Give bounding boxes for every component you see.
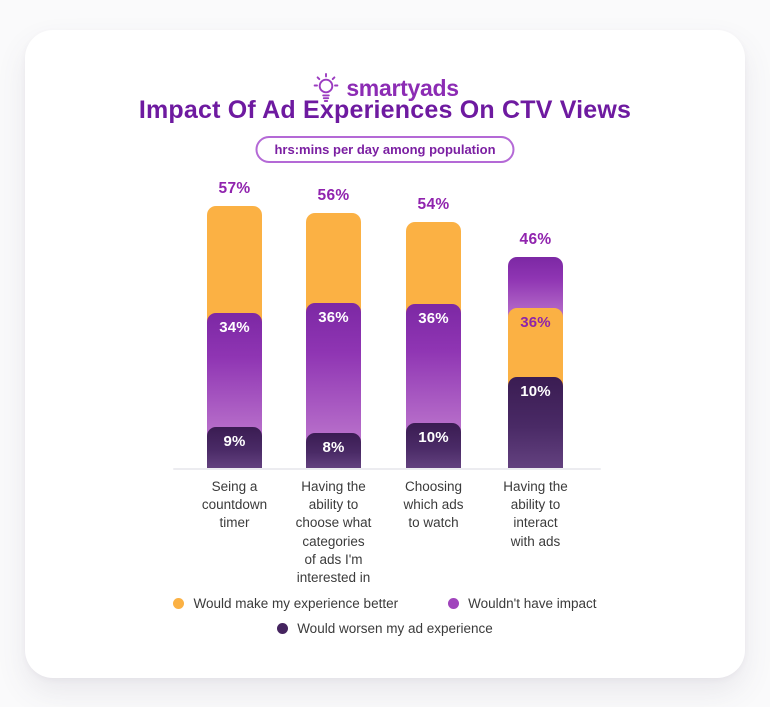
legend-item: Would make my experience better [173,596,398,611]
segment-value-label: 8% [322,439,345,456]
bar-segment-would-make-better: 36% [508,308,563,389]
lightbulb-icon [313,73,339,102]
segment-value-label: 9% [223,433,246,450]
category-label: Seing a countdown timer [201,479,268,531]
bar-segment-would-make-better [306,213,361,315]
segment-value-label: 36% [418,310,449,327]
bar-segment-would-worsen: 10% [406,423,461,468]
legend-dot-icon [448,598,460,609]
legend-item: Would worsen my ad experience [277,621,493,636]
legend-dot-icon [173,598,185,609]
bar-segment-would-worsen: 8% [306,433,361,468]
x-axis-line [173,468,601,470]
infographic-card: smartyads Impact Of Ad Experiences On CT… [25,30,745,678]
bar-group: 36% 10% [406,222,461,468]
legend-label: Would make my experience better [193,596,399,611]
legend-label: Wouldn't have impact [468,596,597,611]
legend-row: Would make my experience better Wouldn't … [173,596,597,611]
stacked-bar-chart: 34% 9% 57% Seing a countdown timer 36% 8% 56% H… [25,30,745,678]
category-label: Choosing which ads to watch [403,479,464,531]
bar-group: 36% 8% [306,213,361,468]
bar-segment-would-make-better [406,222,461,316]
bar-total-label: 57% [218,180,251,197]
bar-total-label: 56% [317,187,350,204]
bar-total-label: 46% [519,231,552,248]
bar-segment-would-worsen: 9% [207,427,262,468]
legend-row: Would worsen my ad experience [277,621,493,636]
category-label: Having the ability to interact with ads [503,479,568,549]
chart-title: Impact Of Ad Experiences On CTV Views [138,96,632,124]
segment-value-label: 10% [520,383,551,400]
segment-value-label: 34% [219,319,250,336]
bar-group: 34% 9% [207,206,262,468]
segment-value-label: 36% [520,314,551,331]
legend-label: Would worsen my ad experience [297,621,493,636]
bar-segment-wouldnt-have-impact: 36% [406,304,461,435]
subtitle-badge: hrs:mins per day among population [255,136,515,163]
brand-name: smartyads [346,74,459,101]
bar-total-label: 54% [417,196,450,213]
legend-dot-icon [277,623,289,634]
segment-value-label: 10% [418,429,449,446]
bar-segment-would-worsen: 10% [508,377,563,468]
segment-value-label: 36% [318,309,349,326]
bar-segment-wouldnt-have-impact: 34% [207,313,262,439]
chart-legend: Would make my experience better Wouldn't … [25,596,745,636]
category-label: Having the ability to choose what catego… [295,479,372,586]
legend-item: Wouldn't have impact [448,596,597,611]
bar-group: 36% 10% [508,257,563,468]
bar-segment-would-make-better [207,206,262,325]
bar-segment-wouldnt-have-impact: 36% [306,303,361,445]
brand-logo: smartyads [25,72,745,104]
